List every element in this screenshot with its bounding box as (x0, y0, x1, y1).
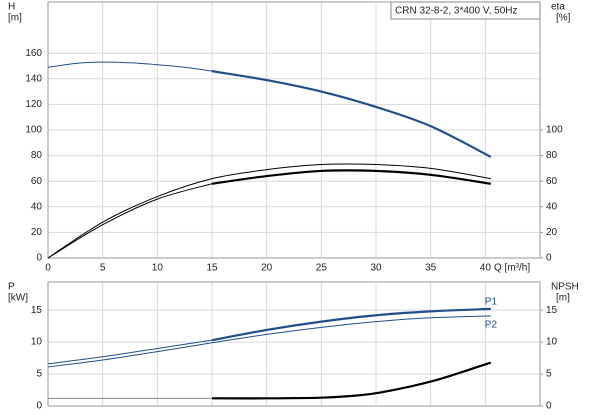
y-tick-label: 20 (31, 227, 43, 238)
y2-tick-label: 0 (546, 253, 552, 264)
y-axis-title: H (8, 2, 15, 13)
y2-tick-label: 100 (546, 125, 563, 136)
y2-axis-unit: [m] (556, 293, 570, 304)
plot-frame (47, 1, 541, 259)
y2-tick-label: 0 (546, 401, 552, 412)
model-box (390, 1, 541, 20)
model-label: CRN 32-8-2, 3*400 V, 50Hz (395, 6, 517, 17)
y-tick-label: 60 (31, 176, 43, 187)
series-line (47, 183, 213, 259)
x-tick-label: 20 (261, 263, 273, 274)
y-tick-label: 5 (36, 369, 42, 380)
y-tick-label: 160 (25, 48, 42, 59)
y2-tick-label: 5 (546, 369, 552, 380)
series-label: P1 (485, 296, 498, 307)
y-axis-unit: [m] (8, 13, 22, 24)
x-tick-label: 30 (370, 263, 382, 274)
y-tick-label: 40 (31, 201, 43, 212)
y-tick-label: 15 (31, 305, 43, 316)
y-axis-unit: [kW] (8, 293, 28, 304)
y-tick-label: 100 (25, 125, 42, 136)
y2-axis-title: eta (551, 2, 565, 13)
y2-axis-title: NPSH (551, 282, 579, 293)
y-axis-title: P (8, 282, 15, 293)
x-tick-label: 0 (45, 263, 51, 274)
y2-tick-label: 60 (546, 176, 558, 187)
series-line (211, 361, 492, 400)
x-tick-label: 10 (152, 263, 164, 274)
series-line (47, 339, 213, 365)
y2-tick-label: 80 (546, 150, 558, 161)
x-tick-label: 35 (425, 263, 437, 274)
series-line (211, 307, 491, 342)
series-line (47, 61, 213, 72)
y-tick-label: 80 (31, 150, 43, 161)
y2-tick-label: 10 (546, 337, 558, 348)
series-line (211, 169, 491, 185)
y-tick-label: 120 (25, 99, 42, 110)
x-tick-label: 40 (480, 263, 492, 274)
y2-tick-label: 40 (546, 201, 558, 212)
y-tick-label: 0 (36, 401, 42, 412)
series-line (211, 70, 492, 158)
series-label: P2 (485, 320, 498, 331)
x-tick-label: 25 (316, 263, 328, 274)
y2-tick-label: 15 (546, 305, 558, 316)
y-tick-label: 0 (36, 253, 42, 264)
y-tick-label: 140 (25, 73, 42, 84)
x-tick-label: 15 (206, 263, 218, 274)
series-line (47, 163, 491, 259)
series-line (47, 315, 491, 368)
y-tick-label: 10 (31, 337, 43, 348)
y2-tick-label: 20 (546, 227, 558, 238)
plot-frame (47, 281, 541, 407)
x-tick-label: 5 (100, 263, 106, 274)
y2-axis-unit: [%] (556, 13, 571, 24)
x-axis-title: Q [m³/h] (494, 263, 530, 274)
